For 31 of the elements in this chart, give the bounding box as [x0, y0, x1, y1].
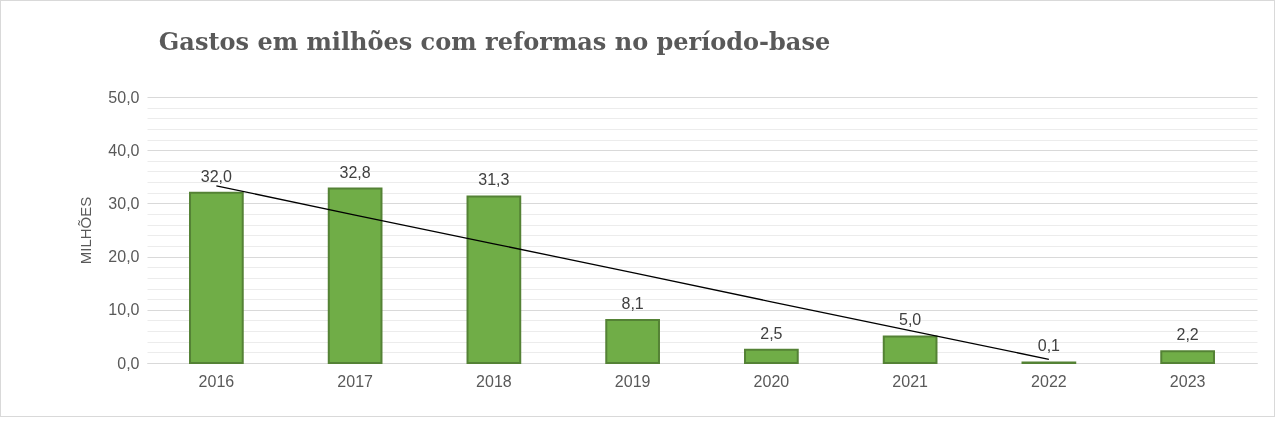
data-label: 32,8 — [339, 163, 371, 181]
bar — [1160, 350, 1215, 364]
bar — [327, 187, 383, 364]
data-label: 2,5 — [760, 324, 783, 342]
y-axis-title: MILHÕES — [77, 196, 95, 265]
bar — [189, 191, 244, 364]
data-label: 0,1 — [1037, 337, 1061, 355]
y-tick-label: 10,0 — [108, 301, 140, 319]
x-tick-label: 2020 — [753, 372, 790, 390]
data-label: 8,1 — [621, 294, 644, 312]
x-tick-label: 2021 — [892, 372, 929, 390]
y-tick-label: 20,0 — [108, 248, 140, 266]
x-tick-label: 2022 — [1031, 372, 1067, 390]
x-tick-label: 2023 — [1169, 372, 1206, 390]
x-tick-label: 2019 — [614, 372, 651, 390]
y-tick-label: 0,0 — [117, 354, 140, 372]
data-label: 31,3 — [478, 171, 510, 189]
chart-title: Gastos em milhões com reformas no período-base — [158, 27, 831, 56]
y-tick-label: 30,0 — [108, 194, 140, 212]
y-tick-label: 40,0 — [108, 141, 140, 159]
bar — [882, 335, 938, 364]
x-tick-label: 2016 — [198, 372, 235, 390]
data-label: 32,0 — [200, 167, 233, 185]
data-label: 5,0 — [899, 311, 922, 329]
bar — [466, 195, 522, 364]
bar — [744, 348, 799, 364]
data-label: 2,2 — [1176, 326, 1199, 344]
y-tick-label: 50,0 — [108, 88, 140, 106]
bar — [605, 318, 660, 364]
x-tick-label: 2018 — [476, 372, 512, 390]
x-tick-label: 2017 — [337, 372, 374, 390]
